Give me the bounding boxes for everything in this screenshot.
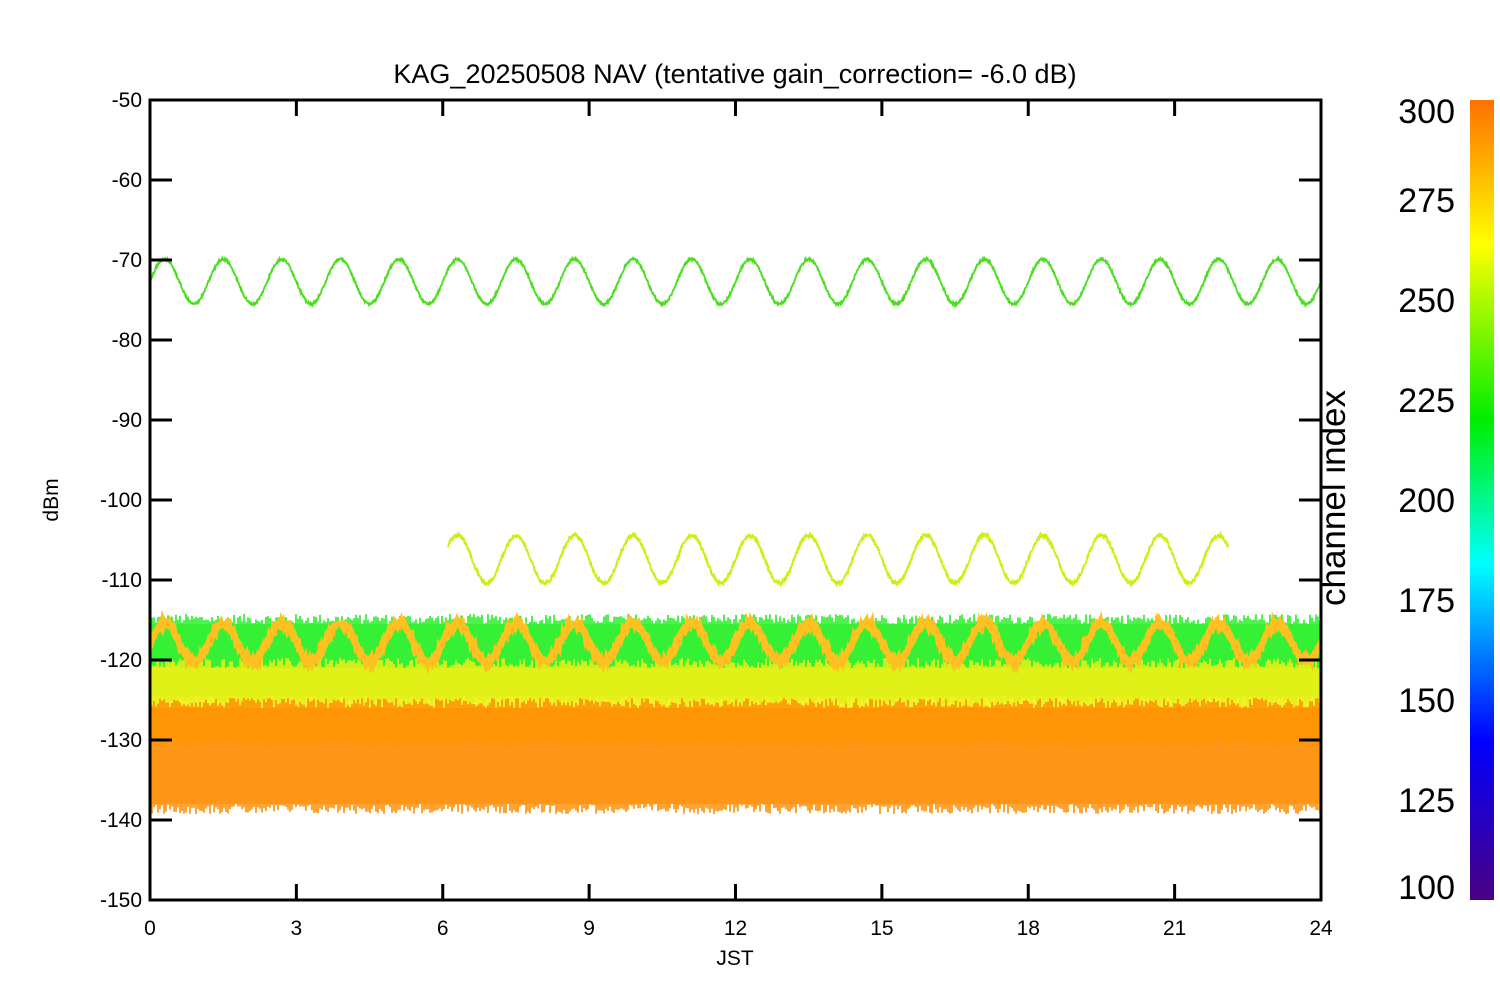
x-tick-label: 21 bbox=[1163, 917, 1186, 940]
y-axis: -50 -60 -70 -80 -90 -100 -110 -120 -130 -140 -150 bbox=[100, 89, 1321, 912]
colorbar-ticks: 300 275 250 225 200 175 150 125 100 bbox=[1398, 93, 1455, 907]
y-tick-label: -100 bbox=[100, 489, 142, 512]
colorbar-tick-label: 100 bbox=[1398, 869, 1455, 907]
y-tick-label: -80 bbox=[112, 329, 142, 352]
series-line-290 bbox=[150, 609, 1321, 675]
chart-title: KAG_20250508 NAV (tentative gain_correct… bbox=[393, 59, 1076, 89]
noise-band-2 bbox=[150, 698, 1321, 814]
y-tick-label: -70 bbox=[112, 249, 142, 272]
x-tick-label: 9 bbox=[583, 917, 595, 940]
series-line-240 bbox=[150, 255, 1321, 309]
colorbar-tick-label: 225 bbox=[1398, 382, 1455, 420]
colorbar-tick-label: 175 bbox=[1398, 582, 1455, 620]
x-tick-label: 0 bbox=[144, 917, 156, 940]
y-tick-label: -130 bbox=[100, 729, 142, 752]
y-tick-label: -50 bbox=[112, 89, 142, 112]
colorbar-tick-label: 200 bbox=[1398, 482, 1455, 520]
x-tick-label: 24 bbox=[1309, 917, 1333, 940]
y-axis-label: dBm bbox=[40, 478, 63, 521]
colorbar-tick-label: 125 bbox=[1398, 782, 1455, 820]
y-tick-label: -150 bbox=[100, 889, 142, 912]
colorbar bbox=[1470, 100, 1494, 900]
colorbar-tick-label: 250 bbox=[1398, 282, 1455, 320]
y-tick-label: -120 bbox=[100, 649, 142, 672]
series-line-268 bbox=[447, 530, 1230, 589]
colorbar-tick-label: 275 bbox=[1398, 182, 1455, 220]
x-tick-label: 3 bbox=[291, 917, 303, 940]
colorbar-tick-label: 300 bbox=[1398, 93, 1455, 131]
y-tick-label: -60 bbox=[112, 169, 142, 192]
x-axis-label: JST bbox=[716, 947, 754, 970]
x-tick-label: 18 bbox=[1017, 917, 1040, 940]
x-tick-label: 15 bbox=[870, 917, 893, 940]
colorbar-label: channel index bbox=[1314, 390, 1353, 606]
x-tick-label: 12 bbox=[724, 917, 747, 940]
plot-area bbox=[150, 255, 1321, 814]
colorbar-tick-label: 150 bbox=[1398, 682, 1455, 720]
y-tick-label: -110 bbox=[102, 569, 142, 592]
y-tick-label: -140 bbox=[100, 809, 142, 832]
y-tick-label: -90 bbox=[112, 409, 142, 432]
x-axis: 0 3 6 9 12 15 18 21 24 bbox=[144, 100, 1333, 940]
x-tick-label: 6 bbox=[437, 917, 449, 940]
